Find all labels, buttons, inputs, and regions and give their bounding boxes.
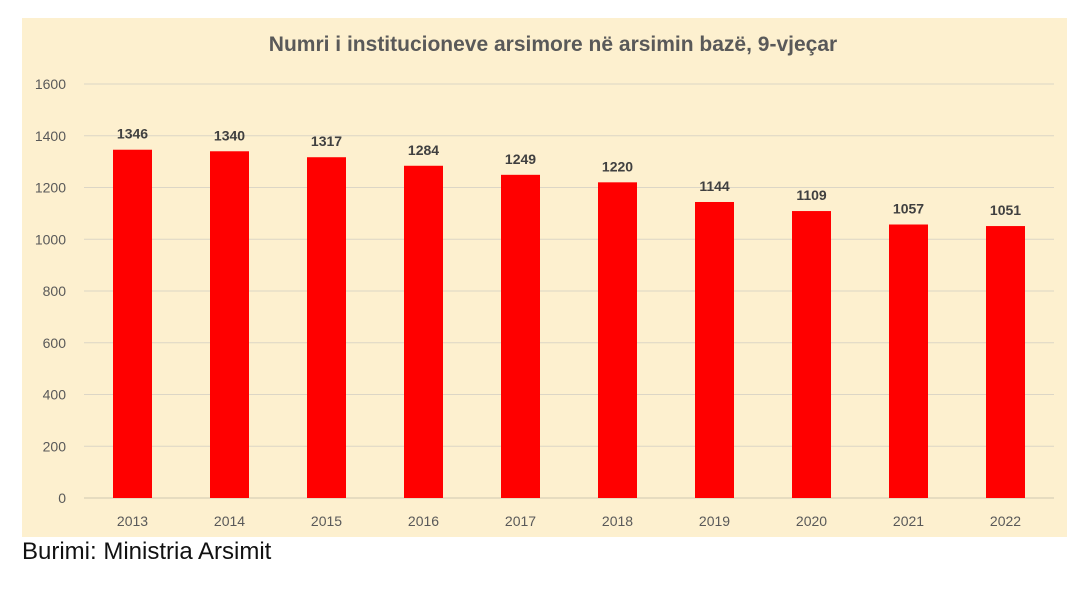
bar — [792, 211, 831, 498]
x-tick-label: 2013 — [117, 513, 148, 529]
source-caption: Burimi: Ministria Arsimit — [22, 538, 272, 565]
bar — [986, 226, 1025, 498]
data-label: 1317 — [311, 133, 342, 149]
y-tick-label: 1000 — [35, 231, 66, 247]
bar — [210, 151, 249, 498]
x-tick-label: 2014 — [214, 513, 245, 529]
data-label: 1220 — [602, 158, 633, 174]
data-label: 1144 — [699, 178, 730, 194]
x-tick-label: 2015 — [311, 513, 342, 529]
data-label: 1340 — [214, 127, 245, 143]
x-tick-label: 2021 — [893, 513, 924, 529]
data-label: 1109 — [796, 187, 827, 203]
bar — [695, 201, 734, 499]
x-tick-label: 2020 — [796, 513, 827, 529]
x-tick-label: 2016 — [408, 513, 439, 529]
bar — [307, 157, 346, 498]
data-labels: 1346 1340 1317 1284 1249 1220 1144 1109 1057 1051 — [117, 126, 1021, 218]
bars — [113, 149, 1025, 499]
x-axis-ticks: 2013 2014 2015 2016 2017 2018 2019 2020 2021 2022 — [117, 513, 1021, 529]
data-label: 1284 — [408, 142, 439, 158]
y-axis-ticks: 0 200 400 600 800 1000 1200 1400 1600 — [35, 76, 66, 506]
data-label: 1057 — [893, 201, 924, 217]
chart-title: Numri i institucioneve arsimore në arsim… — [269, 33, 837, 56]
x-tick-label: 2022 — [990, 513, 1021, 529]
y-tick-label: 1200 — [35, 180, 66, 196]
y-tick-label: 400 — [43, 387, 67, 403]
bar — [598, 182, 637, 498]
y-tick-label: 800 — [43, 283, 67, 299]
x-tick-label: 2018 — [602, 513, 633, 529]
data-label: 1249 — [505, 151, 536, 167]
y-tick-label: 200 — [43, 438, 67, 454]
y-tick-label: 600 — [43, 335, 67, 351]
data-label: 1346 — [117, 126, 148, 142]
data-label: 1051 — [990, 202, 1021, 218]
y-tick-label: 0 — [58, 490, 66, 506]
bar — [501, 174, 540, 499]
x-tick-label: 2017 — [505, 513, 536, 529]
y-tick-label: 1400 — [35, 128, 66, 144]
bar — [404, 165, 443, 498]
chart-panel: Numri i institucioneve arsimore në arsim… — [22, 18, 1067, 537]
y-tick-label: 1600 — [35, 76, 66, 92]
bar — [889, 224, 928, 498]
x-tick-label: 2019 — [699, 513, 730, 529]
bar — [113, 149, 152, 498]
bar-chart: Numri i institucioneve arsimore në arsim… — [35, 33, 1054, 529]
